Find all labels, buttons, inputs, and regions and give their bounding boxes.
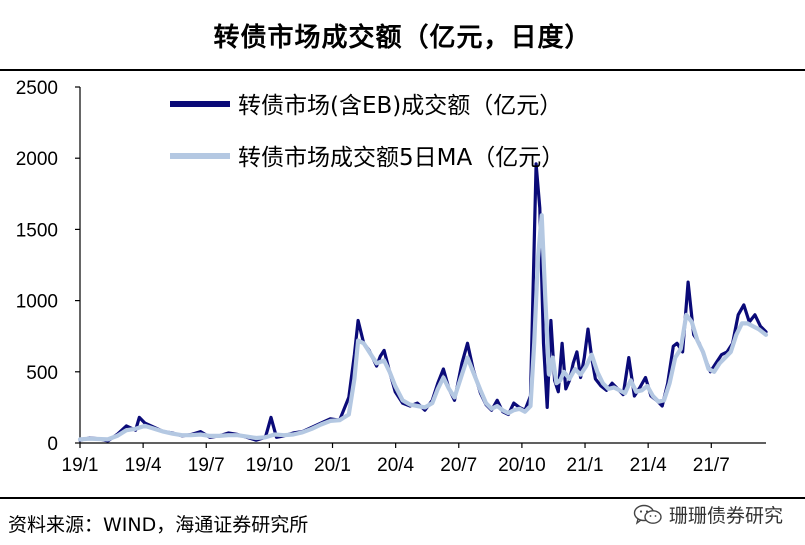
x-axis: 19/1 19/4 19/7 19/10 20/1 20/4 20/7 20/10 21/1 21…: [62, 442, 766, 476]
y-tick-label: 0: [47, 434, 58, 455]
x-tick-label: 20/4: [377, 455, 414, 476]
x-tick-label: 20/10: [498, 455, 546, 476]
watermark: 珊珊债券研究: [633, 501, 783, 528]
x-tick-label: 19/4: [125, 455, 162, 476]
chart-title-bar: 转债市场成交额（亿元，日度）: [0, 0, 805, 70]
legend-label: 转债市场(含EB)成交额（亿元）: [238, 93, 562, 119]
x-tick-label: 21/1: [567, 455, 604, 476]
top-rule: [0, 69, 805, 71]
wechat-icon: [633, 504, 662, 525]
series-layer: [77, 162, 769, 443]
x-tick-label: 19/7: [188, 455, 225, 476]
x-tick-label: 21/4: [630, 455, 667, 476]
legend: 转债市场(含EB)成交额（亿元） 转债市场成交额5日MA（亿元）: [170, 93, 564, 171]
x-tick-label: 21/7: [693, 455, 730, 476]
x-tick-label: 19/1: [62, 455, 99, 476]
series-line-5d-ma: [77, 213, 769, 442]
y-axis: 0 500 1000 1500 2000 2500: [16, 78, 81, 455]
x-tick-label: 20/7: [440, 455, 477, 476]
y-tick-label: 500: [26, 363, 58, 384]
x-tick-label: 19/10: [246, 455, 294, 476]
y-tick-label: 2500: [16, 78, 58, 99]
turnover-line-chart: 0 500 1000 1500 2000 2500 19/1 19/4 19/7 19/10 20…: [16, 78, 769, 476]
legend-label: 转债市场成交额5日MA（亿元）: [238, 145, 564, 171]
watermark-text: 珊珊债券研究: [668, 505, 783, 527]
source-note: 资料来源：WIND，海通证券研究所: [8, 514, 309, 536]
chart-title: 转债市场成交额（亿元，日度）: [213, 22, 592, 53]
bottom-rule: [0, 497, 805, 499]
y-tick-label: 2000: [16, 149, 58, 170]
x-tick-label: 20/1: [314, 455, 351, 476]
y-tick-label: 1500: [16, 220, 58, 241]
y-tick-label: 1000: [16, 292, 58, 313]
